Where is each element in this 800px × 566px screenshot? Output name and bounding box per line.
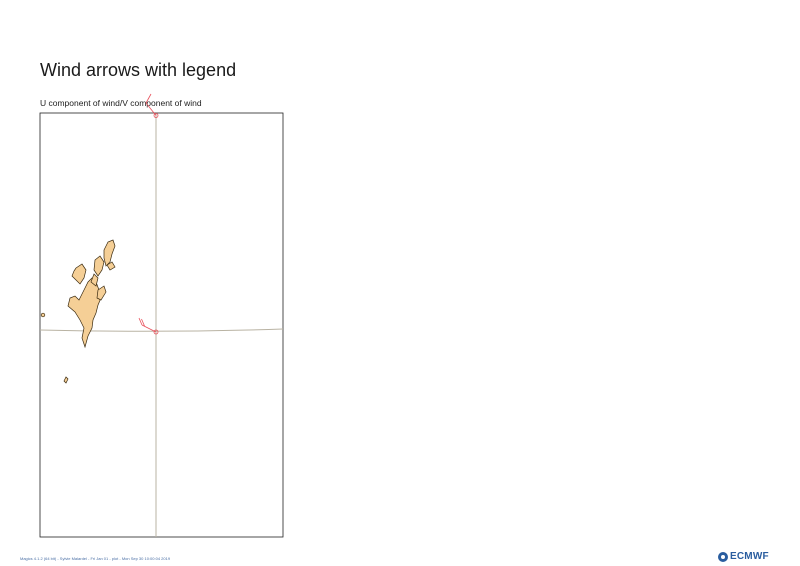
logo-text: ECMWF: [730, 551, 769, 562]
ecmwf-logo: ECMWF: [718, 551, 769, 562]
map-frame: [39, 112, 284, 538]
map-title: Wind arrows with legend: [40, 60, 237, 80]
ecmwf-logo-icon: [718, 551, 728, 562]
footer-credit: Magics 4.1.2 (64 bit) - Sylvie Malardel …: [20, 556, 171, 561]
land-mass: [40, 239, 116, 384]
grid-line-parallel: [39, 328, 284, 332]
wind-arrows: [138, 93, 159, 335]
map-subtitle: U component of wind/V component of wind: [40, 98, 202, 108]
wind-arrow-top: [145, 93, 159, 118]
wind-arrow-center: [138, 317, 159, 335]
